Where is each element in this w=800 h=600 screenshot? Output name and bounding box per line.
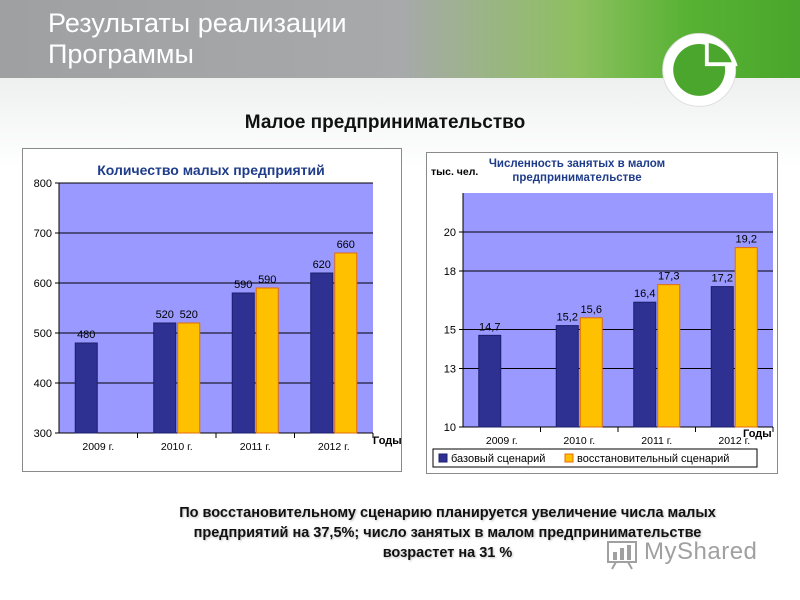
- bar-recovery: [657, 284, 681, 428]
- x-tick-label: 2012 г.: [718, 435, 750, 447]
- x-tick-label: 2009 г.: [82, 441, 114, 453]
- data-label: 520: [180, 309, 198, 321]
- legend-label-base: базовый сценарий: [451, 453, 545, 465]
- y-axis-label: тыс. чел.: [431, 166, 478, 178]
- x-tick-label: 2010 г.: [161, 441, 193, 453]
- bar-recovery: [579, 317, 603, 428]
- legend-box: [432, 448, 758, 468]
- watermark-chart-icon: [607, 541, 637, 570]
- caption-line-2: предприятий на 37,5%; число занятых в ма…: [193, 525, 702, 541]
- bar-recovery: [734, 247, 758, 428]
- legend-label-recovery: восстановительный сценарий: [577, 453, 729, 465]
- slide-title: Результаты реализации Программы: [48, 8, 347, 69]
- watermark-text: MyShared: [644, 538, 758, 565]
- bar-base: [710, 286, 734, 428]
- chart-svg-small-enterprises: 300 400 500 600 700 800 2009 г. 480 2010 г. 520 52…: [34, 162, 402, 453]
- x-tick-label: 2012 г.: [318, 441, 350, 453]
- y-tick-label: 700: [34, 228, 52, 240]
- pie-logo-icon: [662, 32, 738, 107]
- slide-caption: По восстановительному сценарию планирует…: [95, 503, 800, 563]
- y-tick-label: 600: [34, 278, 52, 290]
- y-tick-label: 13: [444, 364, 456, 376]
- chart-title-line: предпринимательстве: [512, 172, 641, 184]
- bar-recovery: [334, 252, 358, 434]
- bar-base: [74, 342, 98, 434]
- x-tick-label: 2010 г.: [563, 435, 595, 447]
- data-label: 16,4: [634, 288, 655, 300]
- data-label: 15,6: [581, 304, 602, 316]
- bar-base: [231, 292, 255, 434]
- section-title: Малое предпринимательство: [244, 112, 526, 133]
- y-tick-label: 800: [34, 178, 52, 190]
- y-tick-label: 500: [34, 328, 52, 340]
- y-tick-label: 15: [444, 325, 456, 337]
- chart-small-enterprises: 300 400 500 600 700 800 2009 г. 480 2010 г. 520 52…: [22, 148, 402, 472]
- data-label: 590: [234, 279, 252, 291]
- chart-title-multiline: Численность занятых в малом предпринимате…: [489, 158, 665, 184]
- caption-line-1: По восстановительному сценарию планирует…: [179, 505, 716, 521]
- data-label: 590: [258, 274, 276, 286]
- bar-base: [153, 322, 177, 434]
- bar-base: [478, 334, 502, 428]
- data-label: 520: [156, 309, 174, 321]
- data-label: 17,3: [658, 271, 679, 283]
- y-tick-label: 20: [444, 227, 456, 239]
- y-tick-label: 300: [34, 428, 52, 440]
- bar-base: [555, 325, 579, 428]
- bar-recovery: [177, 322, 201, 434]
- y-tick-label: 18: [444, 266, 456, 278]
- data-label: 620: [313, 259, 331, 271]
- legend-swatch-recovery: [564, 453, 574, 463]
- bar-base: [310, 272, 334, 434]
- data-label: 14,7: [479, 321, 500, 333]
- data-label: 15,2: [557, 312, 578, 324]
- x-tick-label: 2011 г.: [240, 441, 271, 453]
- data-label: 480: [77, 329, 95, 341]
- watermark: MyShared: [606, 536, 796, 570]
- y-tick-label: 400: [34, 378, 52, 390]
- x-tick-label: 2011 г.: [641, 435, 672, 447]
- x-axis-label: Годы: [743, 428, 772, 440]
- chart-svg-employment: 10 13 15 18 20 2009 г. 14,7 2010 г. 15,215,6 2011…: [431, 158, 774, 468]
- chart-title: Количество малых предприятий: [97, 162, 325, 178]
- data-label: 660: [337, 239, 355, 251]
- title-banner: Результаты реализации Программы: [0, 0, 800, 78]
- x-axis-label: Годы: [373, 435, 401, 447]
- bar-base: [633, 301, 657, 428]
- legend-swatch-base: [438, 453, 448, 463]
- caption-line-3: возрастет на 31 %: [382, 545, 513, 561]
- x-tick-label: 2009 г.: [486, 435, 518, 447]
- chart-employment: 10 13 15 18 20 2009 г. 14,7 2010 г. 15,2 15,6 2011…: [426, 152, 778, 474]
- bar-recovery: [255, 287, 279, 434]
- data-label: 17,2: [712, 273, 733, 285]
- data-label: 19,2: [736, 234, 757, 246]
- y-tick-label: 10: [444, 422, 456, 434]
- chart-title-line: Численность занятых в малом: [489, 158, 665, 170]
